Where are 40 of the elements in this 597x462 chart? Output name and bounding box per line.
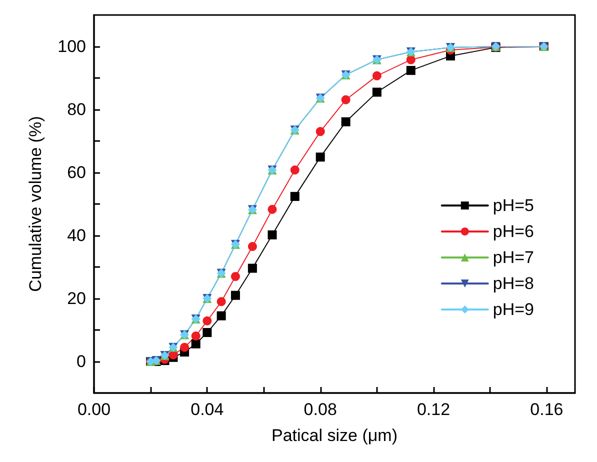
x-axis-title: Patical size (μm) [272,426,398,445]
point [180,342,190,352]
point [202,328,212,338]
point [216,297,226,306]
point [268,204,277,214]
point [191,331,200,340]
x-tick-label: 0.12 [416,400,450,419]
point [248,242,257,252]
y-tick-label: 20 [67,289,86,308]
point [316,152,325,162]
point [230,290,240,300]
point [372,88,382,97]
y-axis-title: Cumulative volume (%) [26,116,45,292]
x-tick-label: 0.08 [304,400,337,419]
y-tick-label: 80 [67,100,86,119]
x-tick-label: 0.04 [190,400,224,419]
x-tick-label: 0.00 [77,400,111,419]
point [290,192,300,201]
x-tick-label: 0.16 [530,400,564,419]
y-tick-label: 60 [67,163,86,182]
y-tick-label: 40 [67,226,86,245]
legend-label: pH=5 [492,196,534,215]
point [341,117,350,126]
y-tick-label: 0 [76,352,86,371]
legend-label: pH=9 [492,300,534,319]
point [406,66,416,75]
point [216,311,226,320]
point [268,230,277,240]
point [372,71,382,80]
legend-label: pH=8 [492,274,534,293]
legend-label: pH=6 [492,222,534,241]
legend-label: pH=7 [492,248,534,267]
y-tick-label: 100 [58,37,86,56]
point [248,264,257,273]
point [202,316,212,326]
point [316,127,325,136]
point [341,95,350,104]
point [290,165,300,174]
point [230,272,240,281]
point [191,339,200,348]
